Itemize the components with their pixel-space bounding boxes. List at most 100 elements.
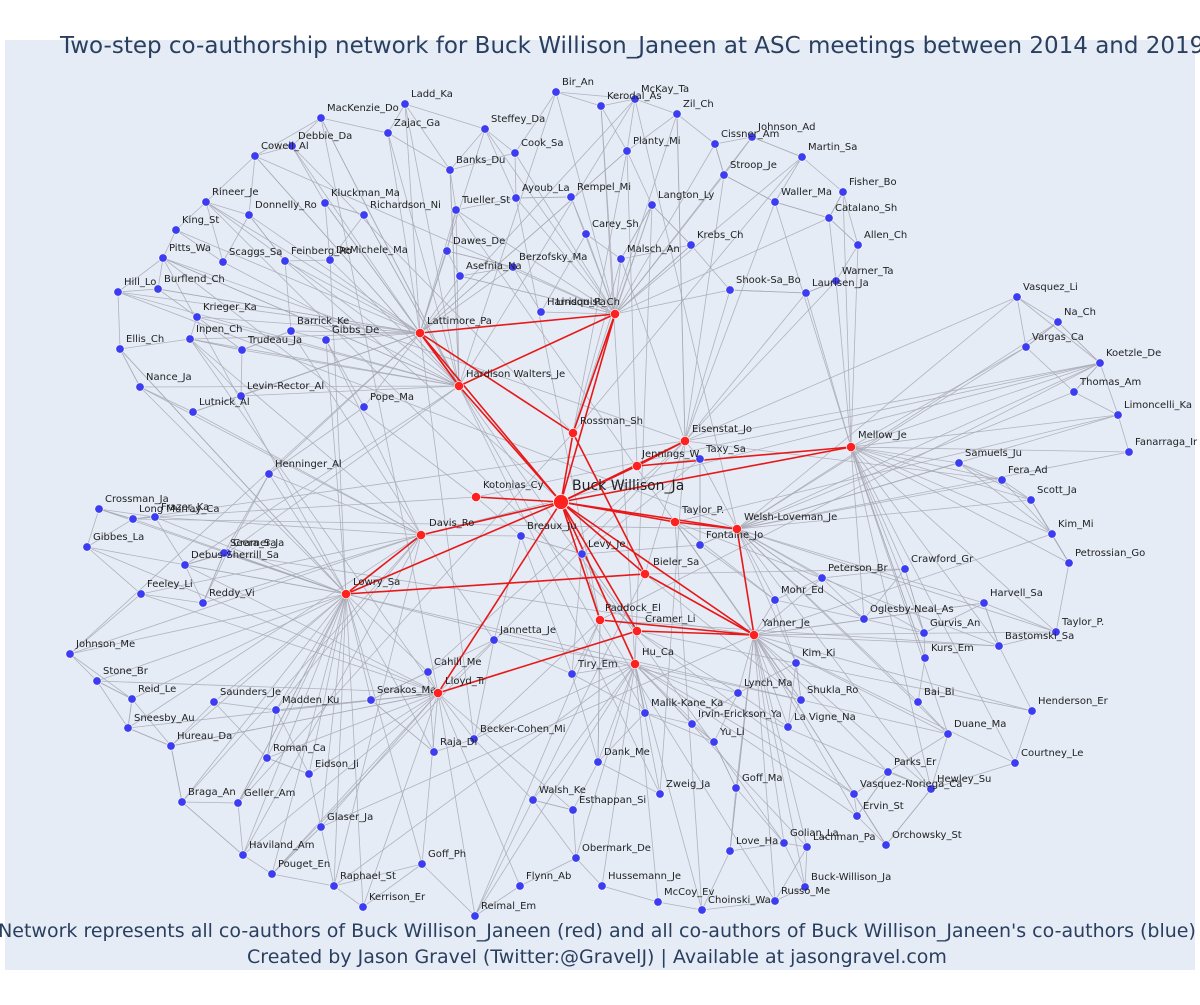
node-marker[interactable] [725, 285, 735, 295]
node-kotonias-cy[interactable]: Kotonias_Cy [471, 480, 544, 502]
node-marker[interactable] [770, 896, 780, 906]
node-marker[interactable] [655, 789, 665, 799]
node-marker[interactable] [136, 589, 146, 599]
node-nance-ja[interactable]: Nance_Ja [135, 372, 192, 392]
node-allen-ch[interactable]: Allen_Ch [853, 230, 907, 250]
node-marker[interactable] [153, 284, 163, 294]
node-marker[interactable] [341, 589, 351, 599]
node-zil-ch[interactable]: Zil_Ch [672, 99, 714, 119]
node-marker[interactable] [262, 753, 272, 763]
node-marker[interactable] [359, 402, 369, 412]
node-marker[interactable] [416, 530, 426, 540]
node-dank-me[interactable]: Dank_Me [593, 747, 650, 767]
node-cahill-me[interactable]: Cahill_Me [423, 657, 482, 677]
node-lynch-ma[interactable]: Lynch_Ma [733, 678, 793, 698]
node-cowell-al[interactable]: Cowell_Al [250, 141, 309, 161]
node-marker[interactable] [177, 797, 187, 807]
node-lloyd-tr[interactable]: Lloyd_Tr [433, 676, 486, 698]
node-henninger-al[interactable]: Henninger_Al [264, 459, 342, 479]
node-jannetta-je[interactable]: Jannetta_Je [489, 625, 556, 645]
node-marker[interactable] [65, 649, 75, 659]
node-marker[interactable] [622, 146, 632, 156]
node-lutnick-al[interactable]: Lutnick_Al [188, 397, 250, 417]
node-marker[interactable] [455, 271, 465, 281]
node-zajac-ga[interactable]: Zajac_Ga [383, 118, 440, 138]
node-rossman-sh[interactable]: Rossman_Sh [568, 416, 643, 438]
node-marker[interactable] [516, 531, 526, 541]
node-kerrison-er[interactable]: Kerrison_Er [358, 892, 426, 912]
node-marker[interactable] [329, 881, 339, 891]
node-gibbs-de[interactable]: Gibbs_De [321, 325, 379, 345]
node-marker[interactable] [567, 669, 577, 679]
node-marker[interactable] [997, 475, 1007, 485]
node-eidson-ji[interactable]: Eidson_Ji [304, 759, 359, 779]
node-hill-lo[interactable]: Hill_Lo [113, 277, 157, 297]
node-marker[interactable] [630, 659, 640, 669]
node-malik-kane-ka[interactable]: Malik-Kane_Ka [640, 698, 723, 718]
node-pitts-wa[interactable]: Pitts_Wa [158, 243, 211, 263]
node-scott-ja[interactable]: Scott_Ja [1026, 485, 1077, 505]
node-marker[interactable] [383, 128, 393, 138]
node-marker[interactable] [508, 262, 518, 272]
node-marker[interactable] [321, 335, 331, 345]
node-crossman-ja[interactable]: Crossman_Ja [94, 494, 169, 514]
node-marker[interactable] [770, 595, 780, 605]
node-feinberg-ro[interactable]: Feinberg_Ro [280, 246, 352, 266]
node-marker[interactable] [127, 694, 137, 704]
node-marker[interactable] [831, 276, 841, 286]
node-raja-di[interactable]: Raja_Di [429, 737, 477, 757]
node-taylor-p[interactable]: Taylor_P. [1051, 617, 1104, 637]
node-cook-sa[interactable]: Cook_Sa [510, 138, 564, 158]
node-trudeau-ja[interactable]: Trudeau_Ja [237, 335, 302, 355]
node-marker[interactable] [791, 658, 801, 668]
node-marker[interactable] [979, 598, 989, 608]
node-marker[interactable] [92, 676, 102, 686]
node-marker[interactable] [287, 141, 297, 151]
node-marker[interactable] [954, 458, 964, 468]
node-steffey-da[interactable]: Steffey_Da [480, 114, 545, 134]
node-marker[interactable] [358, 902, 368, 912]
node-buck-willison-ja[interactable]: Buck-Willison_Ja [800, 872, 891, 892]
node-mackenzie-do[interactable]: MacKenzie_Do [316, 103, 399, 123]
node-feeley-li[interactable]: Feeley_Li [136, 579, 193, 599]
node-rempel-mi[interactable]: Rempel_Mi [566, 182, 631, 202]
node-marker[interactable] [779, 838, 789, 848]
node-marker[interactable] [680, 436, 690, 446]
node-bai-bi[interactable]: Bai_Bi [913, 687, 955, 707]
node-marker[interactable] [128, 514, 138, 524]
node-roman-ca[interactable]: Roman_Ca [262, 743, 326, 763]
node-hardison-walters-je[interactable]: Hardison Walters_Je [454, 369, 565, 391]
node-marker[interactable] [511, 193, 521, 203]
node-marker[interactable] [250, 151, 260, 161]
node-glaser-ja[interactable]: Glaser_Ja [316, 812, 373, 832]
node-lachman-pa[interactable]: Lachman_Pa [802, 832, 876, 852]
node-bir-an[interactable]: Bir_An [551, 77, 594, 97]
node-marker[interactable] [824, 213, 834, 223]
node-marker[interactable] [943, 729, 953, 739]
node-shook-sa-bo[interactable]: Shook-Sa_Bo [725, 275, 801, 295]
node-marker[interactable] [581, 229, 591, 239]
node-marker[interactable] [423, 667, 433, 677]
node-stroop-je[interactable]: Stroop_Je [719, 160, 777, 180]
node-marker[interactable] [82, 542, 92, 552]
node-ervin-st[interactable]: Ervin_St [852, 801, 904, 821]
node-burflend-ch[interactable]: Burflend_Ch [153, 274, 225, 294]
node-marker[interactable] [859, 614, 869, 624]
node-marker[interactable] [881, 840, 891, 850]
node-marker[interactable] [325, 255, 335, 265]
node-gurvis-an[interactable]: Gurvis_An [919, 618, 980, 638]
node-marker[interactable] [1064, 558, 1074, 568]
node-fontaine-jo[interactable]: Fontaine_Jo [695, 530, 763, 550]
node-marker[interactable] [597, 881, 607, 891]
node-krebs-ch[interactable]: Krebs_Ch [686, 230, 744, 250]
node-debus-sherrill-sa[interactable]: Debus-Sherrill_Sa [180, 550, 279, 570]
node-marker[interactable] [695, 454, 705, 464]
node-zweig-ja[interactable]: Zweig_Ja [655, 779, 711, 799]
node-kluckman-ma[interactable]: Kluckman_Ma [320, 188, 400, 208]
node-marker[interactable] [1051, 627, 1061, 637]
node-marker[interactable] [670, 517, 680, 527]
node-serakos-ma[interactable]: Serakos_Ma [366, 685, 436, 705]
node-marker[interactable] [201, 197, 211, 207]
node-marker[interactable] [536, 307, 546, 317]
node-demichele-ma[interactable]: DeMichele_Ma [325, 245, 408, 265]
